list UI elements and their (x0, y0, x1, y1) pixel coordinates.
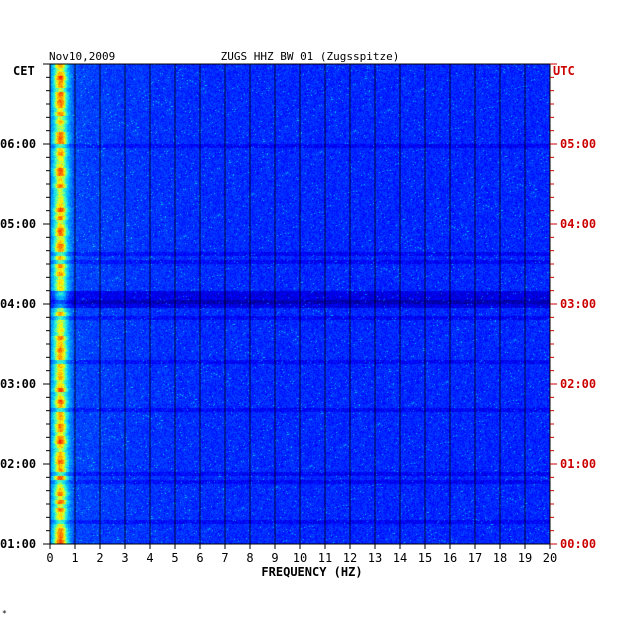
x-tick-label-4: 4 (146, 551, 153, 565)
x-tick-label-18: 18 (493, 551, 507, 565)
right-time-label-0000: 00:00 (560, 537, 596, 551)
x-tick-label-17: 17 (468, 551, 482, 565)
x-tick-label-9: 9 (271, 551, 278, 565)
x-tick-label-1: 1 (71, 551, 78, 565)
right-timezone-label: UTC (553, 64, 575, 78)
right-time-label-0200: 02:00 (560, 377, 596, 391)
x-tick-label-19: 19 (518, 551, 532, 565)
x-tick-label-13: 13 (368, 551, 382, 565)
x-axis-label: FREQUENCY (HZ) (261, 565, 362, 579)
left-time-label-0200: 02:00 (0, 457, 36, 471)
right-time-label-0500: 05:00 (560, 137, 596, 151)
x-tick-label-15: 15 (418, 551, 432, 565)
left-time-label-0100: 01:00 (0, 537, 36, 551)
x-tick-label-11: 11 (318, 551, 332, 565)
chart-title: ZUGS HHZ BW 01 (Zugsspitze) (221, 50, 400, 63)
right-time-axis: 00:00 01:00 02:00 03:00 04:00 05:00 (550, 63, 596, 551)
left-timezone-label: CET (13, 64, 35, 78)
left-time-label-0300: 03:00 (0, 377, 36, 391)
left-time-label-0400: 04:00 (0, 297, 36, 311)
x-tick-label-6: 6 (196, 551, 203, 565)
x-tick-label-2: 2 (96, 551, 103, 565)
right-time-label-0100: 01:00 (560, 457, 596, 471)
x-tick-label-20: 20 (543, 551, 557, 565)
x-tick-label-16: 16 (443, 551, 457, 565)
x-tick-label-0: 0 (46, 551, 53, 565)
x-axis: 0 1 2 3 4 5 6 7 8 9 10 11 12 13 14 15 16 17 18 19 20 (46, 544, 557, 565)
x-tick-label-3: 3 (121, 551, 128, 565)
x-tick-label-12: 12 (343, 551, 357, 565)
x-tick-label-5: 5 (171, 551, 178, 565)
left-time-label-0600: 06:00 (0, 137, 36, 151)
right-time-label-0300: 03:00 (560, 297, 596, 311)
x-tick-label-14: 14 (393, 551, 407, 565)
left-time-axis: 01:00 02:00 03:00 04:00 05:00 06:00 (0, 63, 50, 551)
x-tick-label-8: 8 (246, 551, 253, 565)
footnote-mark: * (2, 609, 7, 618)
left-time-label-0500: 05:00 (0, 217, 36, 231)
x-tick-label-10: 10 (293, 551, 307, 565)
right-time-label-0400: 04:00 (560, 217, 596, 231)
frequency-gridlines (74, 64, 526, 544)
x-tick-label-7: 7 (221, 551, 228, 565)
chart-date: Nov10,2009 (49, 50, 115, 63)
